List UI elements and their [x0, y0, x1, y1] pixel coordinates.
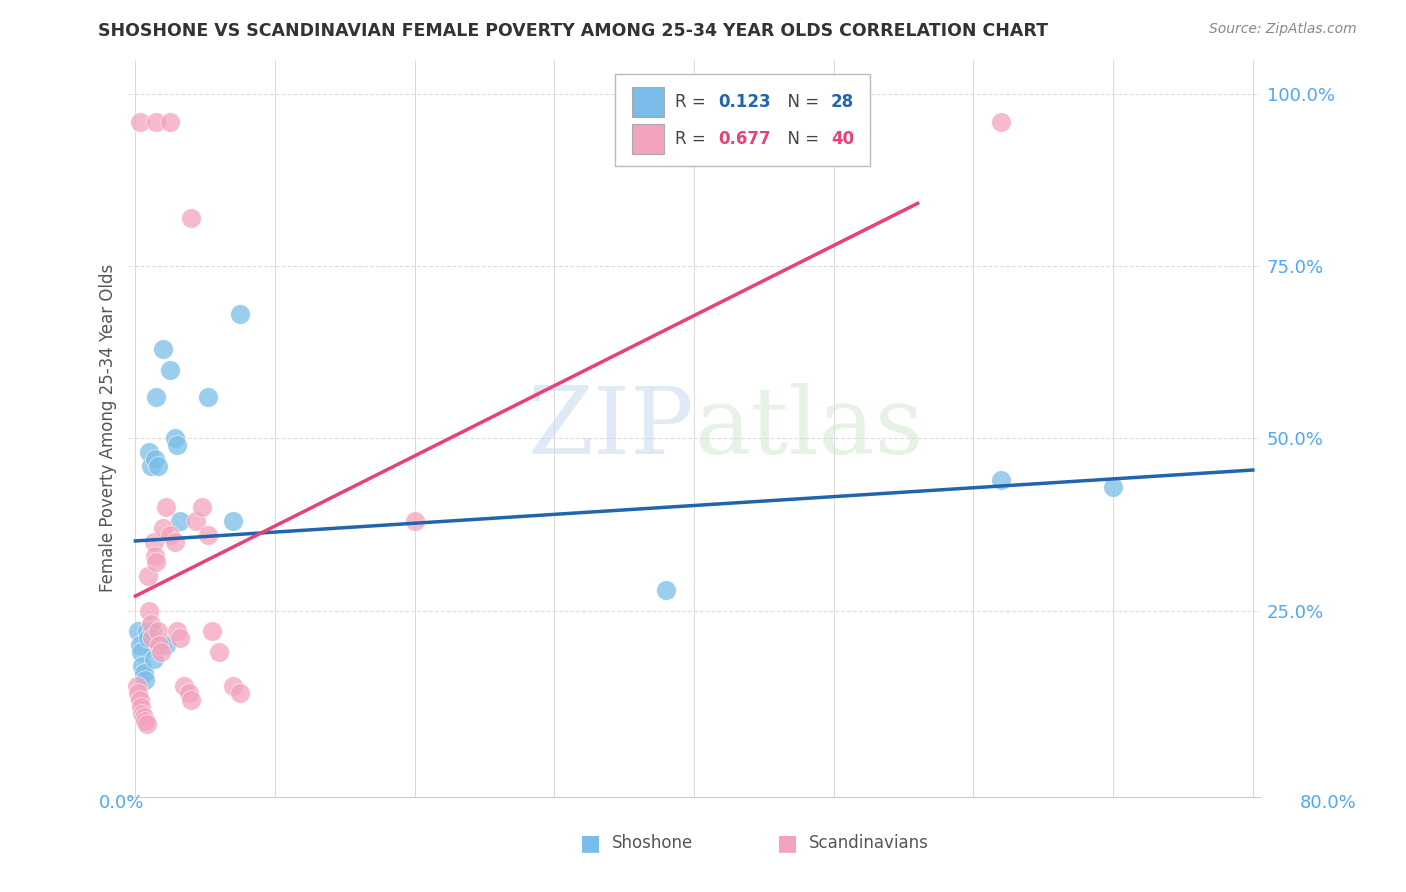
Point — [141, 632, 163, 646]
Text: N =: N = — [776, 93, 824, 111]
Point — [152, 342, 174, 356]
Point — [191, 500, 214, 515]
Point — [146, 458, 169, 473]
Point — [125, 680, 148, 694]
Point — [229, 308, 252, 322]
Text: 0.0%: 0.0% — [98, 794, 143, 812]
Text: Source: ZipAtlas.com: Source: ZipAtlas.com — [1209, 22, 1357, 37]
FancyBboxPatch shape — [631, 124, 664, 153]
Point — [128, 693, 150, 707]
Point — [197, 528, 219, 542]
Point — [990, 114, 1012, 128]
Point — [155, 638, 177, 652]
Point — [128, 114, 150, 128]
Text: Scandinavians: Scandinavians — [808, 834, 928, 852]
Text: 0.677: 0.677 — [718, 130, 770, 148]
Point — [135, 717, 157, 731]
Point — [145, 390, 167, 404]
Text: ■: ■ — [581, 833, 600, 853]
Point — [169, 632, 191, 646]
Point — [131, 707, 153, 722]
Point — [222, 514, 245, 528]
Point — [148, 638, 170, 652]
Point — [222, 680, 245, 694]
Text: SHOSHONE VS SCANDINAVIAN FEMALE POVERTY AMONG 25-34 YEAR OLDS CORRELATION CHART: SHOSHONE VS SCANDINAVIAN FEMALE POVERTY … — [98, 22, 1049, 40]
Point — [134, 714, 156, 728]
Point — [136, 632, 159, 646]
Point — [135, 624, 157, 639]
Point — [152, 521, 174, 535]
Point — [132, 665, 155, 680]
Text: 28: 28 — [831, 93, 855, 111]
Text: 40: 40 — [831, 130, 855, 148]
Text: Shoshone: Shoshone — [612, 834, 693, 852]
Point — [1102, 480, 1125, 494]
Point — [139, 617, 162, 632]
Point — [139, 458, 162, 473]
Point — [145, 556, 167, 570]
Point — [159, 362, 181, 376]
Text: ■: ■ — [778, 833, 797, 853]
Point — [136, 569, 159, 583]
Point — [173, 680, 195, 694]
Text: atlas: atlas — [695, 384, 924, 473]
Text: N =: N = — [776, 130, 824, 148]
FancyBboxPatch shape — [614, 74, 869, 167]
Point — [163, 432, 186, 446]
Point — [129, 645, 152, 659]
Text: R =: R = — [675, 130, 711, 148]
Point — [177, 686, 200, 700]
Point — [127, 624, 149, 639]
Point — [132, 710, 155, 724]
Point — [166, 438, 188, 452]
Point — [990, 473, 1012, 487]
Point — [163, 534, 186, 549]
Point — [143, 549, 166, 563]
Point — [655, 582, 678, 597]
Point — [141, 624, 163, 639]
Point — [159, 114, 181, 128]
Point — [404, 514, 426, 528]
Point — [142, 652, 165, 666]
Point — [138, 445, 160, 459]
Point — [169, 514, 191, 528]
Point — [159, 528, 181, 542]
Point — [138, 604, 160, 618]
Point — [134, 673, 156, 687]
Text: R =: R = — [675, 93, 711, 111]
Point — [155, 500, 177, 515]
Point — [180, 211, 202, 225]
Point — [166, 624, 188, 639]
Text: ZIP: ZIP — [527, 384, 695, 473]
Point — [128, 638, 150, 652]
FancyBboxPatch shape — [631, 87, 664, 117]
Point — [229, 686, 252, 700]
Point — [142, 534, 165, 549]
Point — [129, 700, 152, 714]
Text: 0.123: 0.123 — [718, 93, 770, 111]
Point — [184, 514, 207, 528]
Point — [145, 114, 167, 128]
Point — [197, 390, 219, 404]
Point — [146, 624, 169, 639]
Point — [127, 686, 149, 700]
Point — [201, 624, 224, 639]
Point — [149, 638, 172, 652]
Y-axis label: Female Poverty Among 25-34 Year Olds: Female Poverty Among 25-34 Year Olds — [100, 264, 117, 592]
Point — [143, 452, 166, 467]
Point — [208, 645, 231, 659]
Point — [131, 658, 153, 673]
Point — [180, 693, 202, 707]
Text: 80.0%: 80.0% — [1301, 794, 1357, 812]
Point — [149, 645, 172, 659]
